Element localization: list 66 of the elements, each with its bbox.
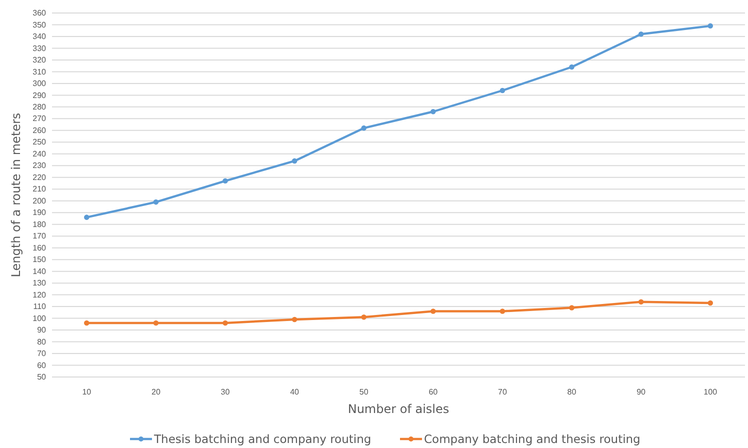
y-tick-label: 300 — [32, 79, 47, 88]
y-tick-label: 140 — [32, 266, 47, 276]
y-tick-label: 120 — [32, 290, 47, 300]
y-tick-label: 180 — [32, 220, 47, 229]
x-tick-label: 60 — [428, 388, 438, 397]
point — [84, 320, 90, 326]
point — [430, 108, 436, 114]
y-tick-label: 260 — [32, 126, 47, 135]
y-tick-label: 160 — [32, 243, 47, 252]
x-tick-label: 40 — [290, 388, 300, 397]
x-tick-label: 50 — [359, 388, 369, 397]
point — [638, 31, 644, 37]
legend-label: Company batching and thesis routing — [424, 432, 640, 446]
point — [292, 158, 298, 164]
y-tick-label: 360 — [32, 8, 47, 18]
point — [292, 316, 298, 322]
y-axis-title: Length of a route in meters — [9, 112, 23, 278]
x-tick-label: 80 — [567, 388, 577, 397]
point — [708, 300, 713, 306]
y-tick-label: 280 — [32, 102, 47, 112]
y-tick-label: 250 — [32, 138, 47, 147]
x-tick-label: 10 — [82, 388, 92, 397]
y-tick-label: 130 — [32, 278, 47, 288]
point — [361, 314, 366, 320]
y-tick-label: 100 — [32, 314, 47, 323]
point — [84, 214, 90, 220]
y-tick-label: 270 — [32, 114, 47, 124]
y-tick-label: 150 — [32, 255, 47, 264]
y-tick-label: 350 — [32, 20, 47, 30]
y-tick-label: 330 — [32, 44, 47, 53]
x-tick-label: 90 — [636, 388, 646, 397]
point — [500, 88, 506, 94]
y-tick-label: 310 — [32, 67, 47, 76]
point — [708, 23, 713, 29]
y-tick-label: 90 — [37, 326, 47, 335]
legend-label: Thesis batching and company routing — [153, 432, 372, 446]
point — [500, 308, 506, 314]
point — [638, 299, 644, 304]
y-tick-label: 320 — [32, 56, 47, 65]
y-tick-label: 80 — [37, 337, 47, 346]
y-tick-label: 190 — [32, 208, 47, 218]
y-tick-label: 60 — [37, 360, 47, 370]
x-tick-label: 70 — [498, 388, 508, 397]
point — [153, 199, 159, 205]
y-tick-label: 220 — [32, 172, 47, 182]
x-axis-title: Number of aisles — [348, 402, 450, 416]
point — [222, 178, 228, 184]
y-tick-label: 200 — [32, 196, 47, 206]
point — [361, 125, 366, 131]
point — [569, 305, 574, 310]
y-tick-label: 230 — [32, 161, 47, 170]
y-tick-label: 290 — [32, 90, 47, 100]
point — [153, 320, 159, 326]
x-tick-label: 100 — [704, 388, 718, 397]
y-tick-label: 340 — [32, 32, 47, 42]
y-tick-label: 50 — [37, 372, 47, 382]
point — [430, 308, 436, 314]
point — [222, 320, 228, 326]
y-tick-label: 240 — [32, 149, 47, 158]
y-tick-label: 210 — [32, 184, 47, 194]
y-tick-label: 110 — [33, 302, 47, 312]
y-tick-label: 70 — [37, 349, 47, 358]
point — [569, 64, 574, 70]
y-tick-label: 170 — [32, 232, 47, 241]
x-tick-label: 20 — [151, 388, 161, 397]
x-tick-label: 30 — [220, 388, 230, 397]
